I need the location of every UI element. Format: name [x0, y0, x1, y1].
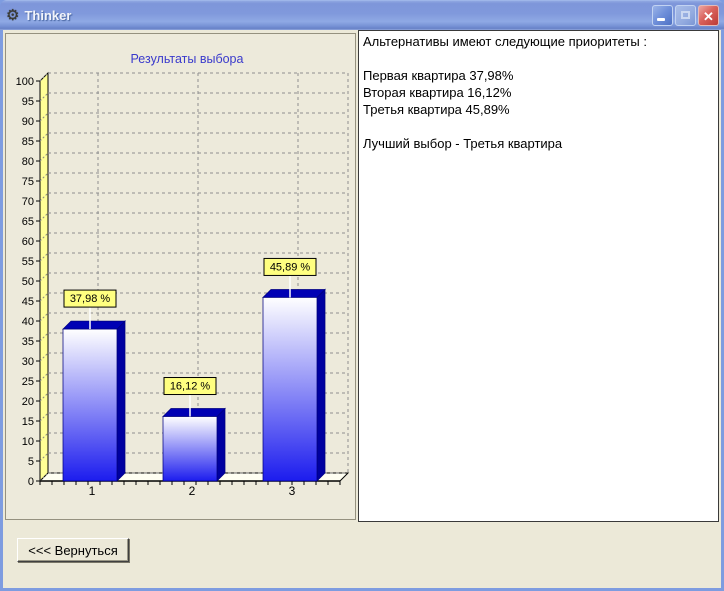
svg-text:80: 80: [22, 156, 34, 168]
svg-text:75: 75: [22, 176, 34, 188]
svg-text:45: 45: [22, 296, 34, 308]
svg-text:20: 20: [22, 396, 34, 408]
maximize-icon: [681, 10, 690, 19]
svg-text:70: 70: [22, 196, 34, 208]
svg-text:37,98 %: 37,98 %: [70, 293, 111, 305]
result-line: Вторая квартира 16,12%: [363, 85, 512, 100]
svg-text:5: 5: [28, 456, 34, 468]
minimize-button[interactable]: [652, 4, 673, 26]
minimize-icon: [657, 17, 665, 21]
svg-text:16,12 %: 16,12 %: [170, 381, 211, 393]
results-bar-chart: Результаты выбора 0 5 10 15 20 25 30 35 40 45 50 55 6…: [16, 52, 350, 498]
svg-text:3: 3: [289, 484, 296, 498]
svg-text:30: 30: [22, 356, 34, 368]
result-line: Третья квартира 45,89%: [363, 102, 510, 117]
svg-text:1: 1: [89, 484, 96, 498]
svg-text:45,89 %: 45,89 %: [270, 261, 311, 273]
svg-text:2: 2: [189, 484, 196, 498]
svg-text:25: 25: [22, 376, 34, 388]
result-line: [363, 50, 714, 67]
svg-text:10: 10: [22, 436, 34, 448]
window-title: Thinker: [24, 7, 72, 23]
svg-text:50: 50: [22, 276, 34, 288]
window-content: Результаты выбора 0 5 10 15 20 25 30 35 40 45 50 55 6…: [3, 30, 721, 588]
close-button[interactable]: ✕: [698, 4, 719, 26]
svg-text:15: 15: [22, 416, 34, 428]
chart-panel: Результаты выбора 0 5 10 15 20 25 30 35 40 45 50 55 6…: [5, 33, 356, 520]
svg-text:65: 65: [22, 216, 34, 228]
svg-text:0: 0: [28, 476, 34, 488]
result-line: [363, 118, 714, 135]
close-icon: ✕: [703, 8, 714, 24]
result-line: Альтернативы имеют следующие приоритеты …: [363, 34, 647, 49]
svg-text:Результаты выбора: Результаты выбора: [131, 52, 244, 66]
svg-text:100: 100: [16, 76, 34, 88]
svg-text:95: 95: [22, 96, 34, 108]
maximize-button[interactable]: [675, 4, 696, 26]
svg-text:55: 55: [22, 256, 34, 268]
result-line: Лучший выбор - Третья квартира: [363, 136, 563, 151]
svg-text:60: 60: [22, 236, 34, 248]
svg-text:85: 85: [22, 136, 34, 148]
window-controls: ✕: [652, 4, 719, 26]
results-panel: Альтернативы имеют следующие приоритеты …: [358, 30, 719, 522]
svg-text:40: 40: [22, 316, 34, 328]
app-gear-icon: ⚙: [6, 6, 20, 24]
result-line: Первая квартира 37,98%: [363, 68, 514, 83]
back-button[interactable]: <<< Вернуться: [17, 538, 129, 562]
titlebar[interactable]: ⚙ Thinker ✕: [0, 0, 724, 30]
svg-text:90: 90: [22, 116, 34, 128]
svg-text:35: 35: [22, 336, 34, 348]
